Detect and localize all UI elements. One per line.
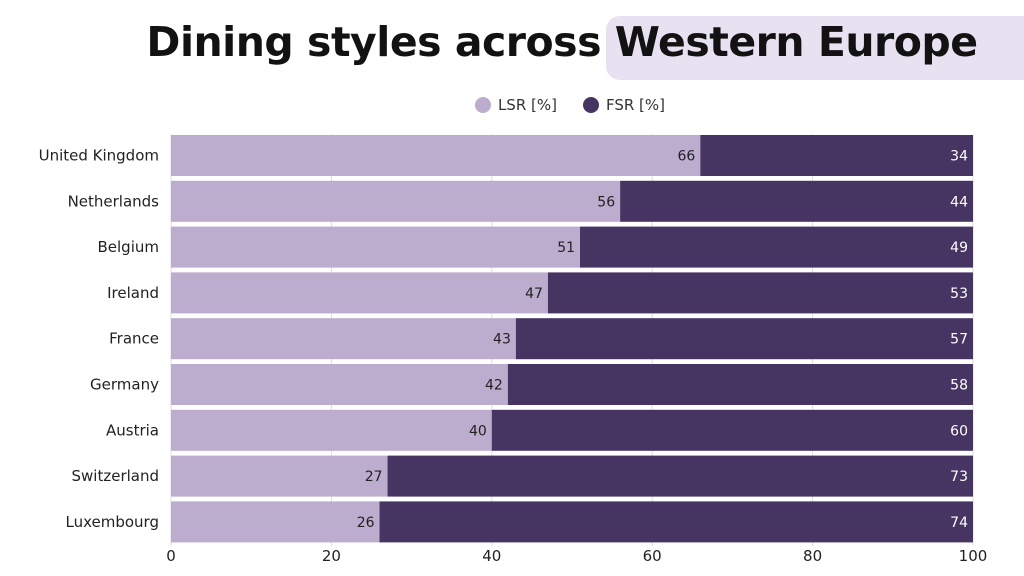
bar-lsr-luxembourg: [171, 501, 380, 543]
chart-title: Dining styles across Western Europe: [0, 18, 1024, 66]
bar-lsr-austria: [171, 409, 492, 451]
x-tick-label-100: 100: [959, 547, 988, 565]
x-tick-label-60: 60: [643, 547, 662, 565]
value-label-lsr-ireland: 47: [525, 286, 543, 302]
legend-label-fsr: FSR [%]: [605, 96, 666, 114]
bar-fsr-netherlands: [620, 180, 973, 222]
category-label-switzerland: Switzerland: [72, 467, 160, 485]
value-label-fsr-netherlands: 44: [950, 194, 968, 210]
bar-fsr-austria: [491, 409, 973, 451]
value-label-fsr-switzerland: 73: [950, 469, 968, 485]
value-label-lsr-netherlands: 56: [597, 194, 615, 210]
category-label-luxembourg: Luxembourg: [66, 513, 160, 531]
legend-swatch-lsr: [474, 97, 491, 113]
legend-item-fsr[interactable]: FSR [%]: [582, 96, 666, 114]
bar-lsr-germany: [171, 364, 508, 405]
bar-lsr-switzerland: [171, 455, 388, 497]
value-label-lsr-switzerland: 27: [365, 469, 383, 485]
bar-lsr-ireland: [171, 272, 548, 314]
x-tick-label-0: 0: [166, 547, 176, 565]
value-label-fsr-ireland: 53: [950, 286, 968, 302]
title-part-1: Dining styles across: [146, 18, 601, 66]
bar-lsr-united-kingdom: [171, 135, 701, 176]
value-label-fsr-germany: 58: [950, 378, 968, 394]
bar-fsr-luxembourg: [379, 501, 973, 543]
value-label-lsr-austria: 40: [469, 423, 487, 439]
title-part-2: Western Europe: [614, 18, 978, 66]
legend-label-lsr: LSR [%]: [497, 96, 557, 114]
bar-fsr-ireland: [547, 272, 973, 314]
legend-item-lsr[interactable]: LSR [%]: [474, 96, 557, 114]
x-tick-label-80: 80: [803, 547, 822, 565]
value-label-fsr-france: 57: [950, 332, 968, 348]
bar-fsr-switzerland: [387, 455, 973, 497]
bar-lsr-belgium: [171, 226, 581, 268]
bar-fsr-france: [515, 318, 973, 360]
bar-lsr-netherlands: [171, 180, 621, 222]
bar-fsr-belgium: [580, 226, 973, 268]
legend-swatch-fsr: [582, 97, 599, 113]
x-tick-label-40: 40: [482, 547, 501, 565]
value-label-fsr-belgium: 49: [950, 240, 968, 256]
value-label-lsr-germany: 42: [485, 378, 503, 394]
bar-lsr-france: [171, 318, 516, 360]
category-label-france: France: [109, 330, 159, 348]
category-label-belgium: Belgium: [98, 238, 160, 256]
category-label-austria: Austria: [106, 421, 159, 439]
value-label-fsr-luxembourg: 74: [950, 515, 968, 531]
title-highlight: [606, 16, 1024, 80]
category-label-united-kingdom: United Kingdom: [39, 147, 159, 165]
legend: LSR [%] FSR [%]: [0, 96, 1024, 114]
value-label-lsr-france: 43: [493, 332, 511, 348]
value-label-lsr-luxembourg: 26: [357, 515, 375, 531]
value-label-lsr-united-kingdom: 66: [677, 149, 695, 165]
bar-fsr-germany: [507, 364, 973, 405]
category-label-netherlands: Netherlands: [68, 192, 160, 210]
value-label-fsr-austria: 60: [950, 423, 968, 439]
bar-fsr-united-kingdom: [700, 135, 973, 176]
x-tick-label-20: 20: [322, 547, 341, 565]
value-label-lsr-belgium: 51: [557, 240, 575, 256]
category-label-ireland: Ireland: [107, 284, 159, 302]
value-label-fsr-united-kingdom: 34: [950, 149, 968, 165]
category-label-germany: Germany: [90, 376, 159, 394]
